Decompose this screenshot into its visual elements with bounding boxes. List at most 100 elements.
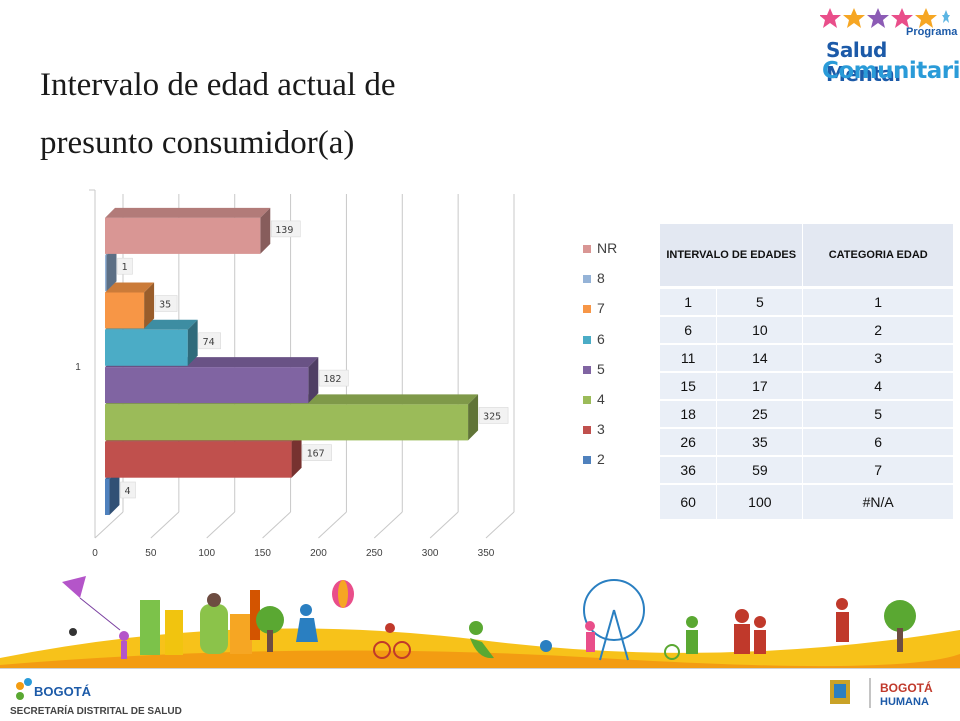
salud-mental-logo: Programa Salud Mental Comunitaria	[806, 4, 960, 88]
legend-swatch	[583, 245, 591, 253]
bar-6	[105, 329, 188, 366]
header-interval: INTERVALO DE EDADES	[660, 224, 804, 289]
table-cell-from: 11	[660, 344, 718, 373]
table-cell-cat: #N/A	[802, 484, 954, 521]
table-cell-to: 10	[716, 316, 804, 345]
secretaria-label: SECRETARÍA DISTRITAL DE SALUD	[10, 706, 182, 717]
table-cell-to: 14	[716, 344, 804, 373]
legend-item-6: 6	[583, 331, 653, 351]
floor-gridline	[485, 511, 515, 539]
table-cell-from: 1	[660, 287, 718, 317]
table-row: 15 17 4	[660, 372, 954, 401]
table-cell-to: 35	[716, 428, 804, 457]
logo-line2: Comunitaria	[822, 58, 960, 84]
legend-label: 8	[597, 270, 605, 287]
header-category: CATEGORIA EDAD	[802, 224, 954, 289]
table-cell-cat: 5	[802, 400, 954, 429]
footer-bar	[0, 668, 960, 721]
table-cell-cat: 6	[802, 428, 954, 457]
x-tick-label: 300	[422, 548, 439, 559]
legend-label: 2	[597, 451, 605, 468]
bogota-left-logo: BOGOTÁ	[16, 678, 92, 700]
footer-illustration	[0, 576, 960, 670]
bar-side-NR	[260, 207, 271, 254]
legend-item-NR: NR	[583, 240, 653, 260]
slide-title: Intervalo de edad actual de presunto con…	[40, 56, 560, 172]
bar-5	[105, 367, 309, 404]
data-label-7: 35	[159, 300, 171, 311]
table-row: 36 59 7	[660, 456, 954, 485]
floor-gridline	[206, 511, 236, 539]
bar-side-4	[468, 394, 479, 441]
bar-side-3	[291, 431, 302, 478]
table-cell-from: 36	[660, 456, 718, 485]
legend-swatch	[583, 335, 591, 344]
data-label-bg	[154, 295, 178, 312]
data-label-2: 4	[124, 486, 130, 497]
table-cell-from: 15	[660, 372, 718, 401]
table-cell-to: 100	[716, 484, 804, 521]
table-cell-from: 6	[660, 316, 718, 345]
legend-label: 7	[597, 300, 605, 317]
table-cell-to: 17	[716, 372, 804, 401]
legend-item-3: 3	[583, 421, 653, 441]
legend-label: 4	[597, 391, 605, 407]
table-cell-cat: 3	[802, 344, 954, 373]
table-row: 18 25 5	[660, 400, 954, 429]
table-cell-to: 59	[716, 456, 804, 485]
legend-label: 3	[597, 421, 605, 438]
table-row: 26 35 6	[660, 428, 954, 457]
slide-title-line2: presunto consumidor(a)	[40, 125, 355, 161]
legend-label: NR	[597, 240, 618, 256]
bar-side-6	[187, 319, 198, 366]
legend-swatch	[583, 275, 591, 284]
data-label-8: 1	[122, 262, 128, 273]
table-cell-cat: 4	[802, 372, 954, 401]
bar-side-2	[109, 469, 120, 515]
x-tick-label: 100	[198, 548, 215, 559]
data-label-bg	[270, 220, 301, 238]
bar-8	[105, 255, 107, 292]
data-label-bg	[319, 369, 349, 387]
data-label-bg	[198, 332, 221, 350]
bar-top-NR	[105, 207, 271, 218]
logo-program-text: Programa	[906, 26, 958, 38]
legend-swatch	[583, 426, 591, 435]
data-label-bg	[120, 481, 136, 499]
slide-title-line1: Intervalo de edad actual de	[40, 67, 396, 103]
footer-left-logo-text: BOGOTÁ	[34, 684, 92, 699]
x-tick-label: 50	[145, 548, 157, 559]
data-label-bg	[302, 444, 332, 462]
legend-item-7: 7	[583, 300, 653, 320]
legend-label: 5	[597, 360, 605, 377]
table-header-row: INTERVALO DE EDADES CATEGORIA EDAD	[660, 224, 954, 289]
legend-swatch	[583, 396, 591, 404]
logo-line1: Salud Mental	[826, 38, 901, 86]
bogota-humana-logo: BOGOTÁ HUMANA	[830, 678, 933, 708]
data-label-NR: 139	[275, 225, 293, 236]
table-cell-cat: 7	[802, 456, 954, 485]
x-tick-label: 200	[310, 548, 327, 559]
data-label-bg	[117, 257, 133, 275]
x-tick-label: 150	[254, 548, 271, 559]
y-category-label: 1	[75, 362, 81, 373]
bar-2	[105, 479, 110, 515]
bar-top-7	[105, 282, 155, 293]
data-label-5: 182	[323, 374, 341, 385]
table-cell-to: 5	[716, 287, 804, 317]
bar-side-5	[308, 357, 319, 404]
legend-label: 6	[597, 330, 605, 347]
table-row: 11 14 3	[660, 344, 954, 373]
legend-swatch	[583, 456, 591, 465]
table-cell-from: 60	[660, 484, 718, 521]
table-cell-from: 18	[660, 400, 718, 429]
footer-right-logo-sub: HUMANA	[880, 696, 929, 708]
legend-item-2: 2	[583, 451, 653, 471]
floor-gridline	[429, 511, 459, 539]
legend-item-4: 4	[583, 391, 653, 411]
floor-gridline	[262, 511, 291, 539]
age-interval-bar-chart: 0 50 100 150 200 250 300 350 1 4 167 325 182 74 35 1 139	[75, 189, 515, 559]
table-cell-cat: 1	[802, 287, 954, 317]
